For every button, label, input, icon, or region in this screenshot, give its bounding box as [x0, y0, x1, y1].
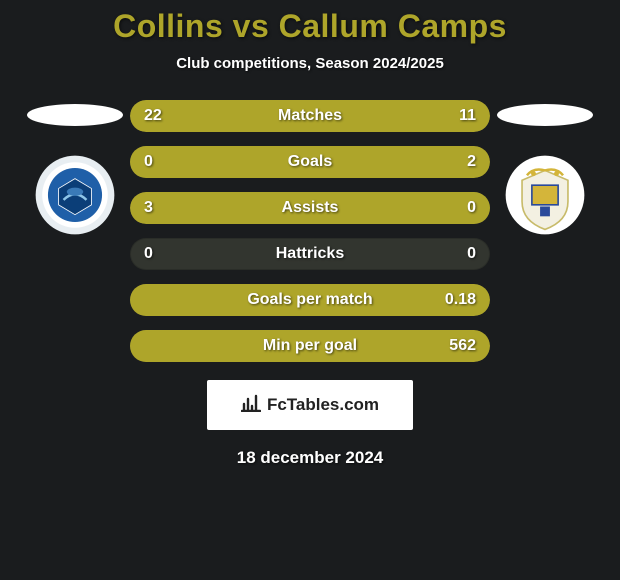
main-row: 22Matches110Goals23Assists00Hattricks0Go…: [0, 100, 620, 362]
stat-row: 3Assists0: [130, 192, 490, 224]
stats-bars: 22Matches110Goals23Assists00Hattricks0Go…: [130, 100, 490, 362]
left-oval-placeholder: [27, 104, 123, 126]
stat-label: Min per goal: [190, 337, 430, 355]
stat-label: Assists: [190, 199, 430, 217]
stat-right-value: 2: [430, 153, 490, 171]
stat-row: Goals per match0.18: [130, 284, 490, 316]
stat-row: 0Hattricks0: [130, 238, 490, 270]
right-oval-placeholder: [497, 104, 593, 126]
date-text: 18 december 2024: [237, 448, 384, 468]
stat-left-value: 3: [130, 199, 190, 217]
comparison-card: Collins vs Callum Camps Club competition…: [0, 0, 620, 468]
brand-badge: FcTables.com: [207, 380, 413, 430]
crest-icon: [504, 154, 586, 236]
stat-left-value: 22: [130, 107, 190, 125]
stat-label: Goals: [190, 153, 430, 171]
brand-text: FcTables.com: [267, 395, 379, 415]
subtitle: Club competitions, Season 2024/2025: [176, 55, 444, 72]
right-side: [490, 100, 600, 236]
stat-label: Hattricks: [190, 245, 430, 263]
right-club-crest: [504, 154, 586, 236]
stat-label: Matches: [190, 107, 430, 125]
stat-row: Min per goal562: [130, 330, 490, 362]
stat-left-value: 0: [130, 245, 190, 263]
stat-right-value: 11: [430, 107, 490, 125]
stat-right-value: 0.18: [430, 291, 490, 309]
stat-label: Goals per match: [190, 291, 430, 309]
stat-right-value: 0: [430, 199, 490, 217]
stat-row: 0Goals2: [130, 146, 490, 178]
stat-right-value: 562: [430, 337, 490, 355]
left-side: [20, 100, 130, 236]
stat-left-value: 0: [130, 153, 190, 171]
page-title: Collins vs Callum Camps: [113, 8, 507, 45]
left-club-crest: [34, 154, 116, 236]
shield-icon: [34, 154, 116, 236]
stat-right-value: 0: [430, 245, 490, 263]
chart-icon: [241, 394, 261, 417]
stat-row: 22Matches11: [130, 100, 490, 132]
